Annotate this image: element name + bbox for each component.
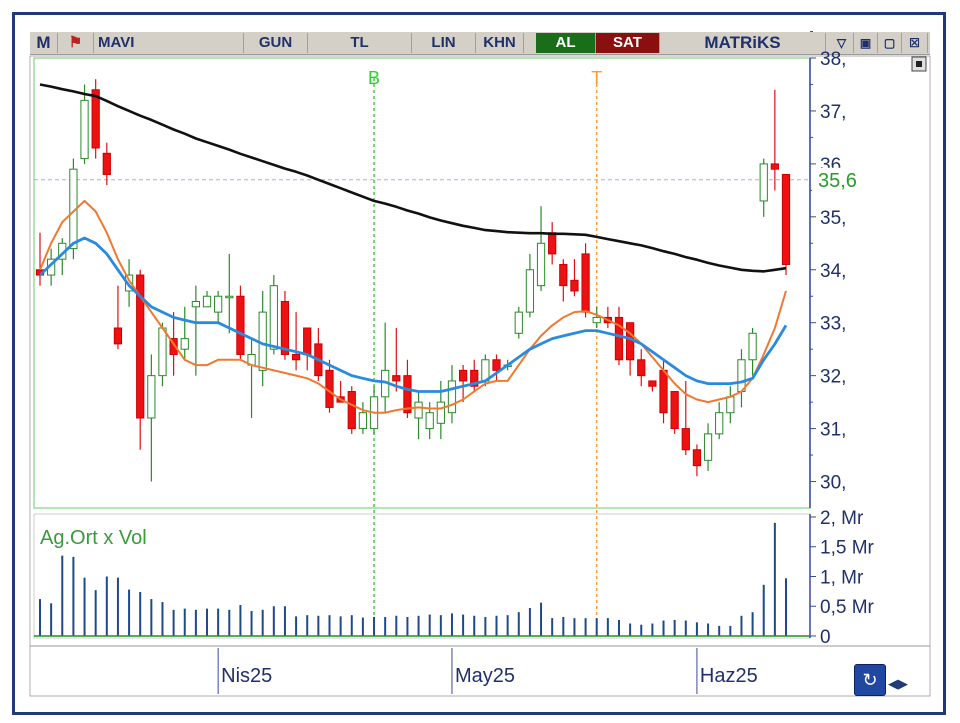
candle-body bbox=[303, 327, 312, 355]
x-axis-label: Haz25 bbox=[700, 665, 758, 687]
candle-body bbox=[648, 380, 657, 387]
candle-body bbox=[225, 295, 234, 299]
candle-body bbox=[737, 359, 746, 393]
khn-button[interactable]: KHN bbox=[476, 33, 524, 53]
x-axis-label: May25 bbox=[455, 665, 515, 687]
brand-label: MATRiKS bbox=[660, 33, 826, 53]
volume-tick-label: 1,5 Mr bbox=[820, 538, 875, 559]
candle-body bbox=[447, 380, 457, 414]
close-icon[interactable]: ☒ bbox=[902, 33, 928, 53]
buy-button[interactable]: AL bbox=[536, 33, 596, 53]
ma-mid-line bbox=[39, 236, 788, 393]
x-axis-label: Nis25 bbox=[221, 665, 272, 687]
minimize-icon[interactable]: ▣ bbox=[854, 33, 878, 53]
candle-body bbox=[392, 375, 401, 382]
candle-body bbox=[514, 311, 523, 334]
candle-body bbox=[781, 173, 791, 265]
candle-body bbox=[358, 412, 368, 430]
candle-body bbox=[436, 401, 445, 424]
candle-body bbox=[470, 369, 479, 387]
candle-body bbox=[659, 369, 668, 414]
ma-long-line bbox=[39, 83, 787, 273]
volume-tick-label: 0,5 Mr bbox=[820, 597, 875, 618]
volume-tick-label: 2, Mr bbox=[820, 508, 864, 529]
last-price-tag bbox=[812, 167, 872, 192]
candle-body bbox=[715, 412, 724, 435]
candle-body bbox=[147, 375, 156, 419]
signal-label: B bbox=[368, 68, 380, 88]
candle-body bbox=[403, 375, 412, 414]
candle-body bbox=[169, 338, 178, 355]
flag-icon: ⚑ bbox=[58, 33, 94, 53]
volume-panel-title: Ag.Ort x Vol bbox=[40, 527, 147, 549]
candle-body bbox=[536, 242, 546, 287]
candle-body bbox=[280, 301, 290, 355]
last-price-label: 35,6 bbox=[818, 170, 857, 192]
candle-body bbox=[559, 263, 568, 287]
candle-body bbox=[269, 285, 278, 350]
candle-body bbox=[236, 295, 245, 355]
candle-body bbox=[492, 359, 501, 371]
candle-body bbox=[102, 152, 111, 175]
chart-toolbar: M ⚑ MAVI GUN TL LIN KHN AL SAT MATRiKS ▽… bbox=[30, 32, 930, 55]
sell-button[interactable]: SAT bbox=[596, 33, 660, 53]
price-tick-label: 34, bbox=[820, 261, 846, 282]
candle-body bbox=[191, 301, 200, 308]
candle-body bbox=[592, 316, 601, 324]
candle-body bbox=[748, 332, 757, 361]
candle-body bbox=[703, 433, 713, 461]
candle-body bbox=[570, 279, 579, 292]
candle-body bbox=[347, 391, 356, 430]
price-panel bbox=[33, 57, 811, 509]
candle-body bbox=[202, 295, 212, 308]
candle-body bbox=[614, 316, 624, 361]
candle-body bbox=[80, 99, 89, 160]
candle-body bbox=[548, 232, 557, 255]
period-button[interactable]: GUN bbox=[244, 33, 308, 53]
scroll-arrows-icon[interactable]: ◀▶ bbox=[888, 676, 908, 691]
candle-body bbox=[291, 353, 301, 361]
candle-body bbox=[113, 327, 123, 345]
refresh-icon[interactable]: ↻ bbox=[854, 664, 886, 696]
candle-body bbox=[525, 269, 535, 313]
candle-body bbox=[681, 428, 690, 451]
volume-tick-label: 0 bbox=[820, 627, 831, 648]
candle-body bbox=[637, 359, 646, 377]
matriks-logo: M bbox=[30, 33, 58, 53]
price-tick-label: 38, bbox=[820, 49, 846, 70]
candle-body bbox=[91, 89, 100, 149]
candle-body bbox=[158, 327, 167, 377]
price-tick-label: 35, bbox=[820, 208, 846, 229]
price-tick-label: 32, bbox=[820, 367, 846, 388]
price-tick-label: 30, bbox=[820, 473, 846, 494]
currency-button[interactable]: TL bbox=[308, 33, 412, 53]
dropdown-icon[interactable]: ▽ bbox=[830, 33, 854, 53]
symbol-field[interactable]: MAVI bbox=[94, 33, 244, 53]
volume-tick-label: 1, Mr bbox=[820, 567, 864, 588]
scale-button[interactable]: LIN bbox=[412, 33, 476, 53]
candle-body bbox=[124, 274, 134, 292]
candle-body bbox=[726, 396, 735, 414]
ma-short-line bbox=[39, 199, 787, 414]
signal-label: T bbox=[591, 68, 602, 88]
price-tick-label: 31, bbox=[820, 420, 846, 441]
candle-body bbox=[581, 253, 590, 313]
candle-body bbox=[670, 391, 679, 430]
price-tick-label: 33, bbox=[820, 314, 846, 335]
candle-body bbox=[692, 449, 702, 467]
candle-body bbox=[136, 274, 145, 419]
candle-body bbox=[180, 338, 189, 350]
candle-body bbox=[759, 163, 768, 202]
candle-body bbox=[425, 412, 434, 430]
candle-body bbox=[214, 295, 223, 313]
candle-body bbox=[770, 163, 779, 170]
candle-body bbox=[414, 401, 423, 419]
maximize-icon[interactable]: ▢ bbox=[878, 33, 902, 53]
candle-body bbox=[458, 369, 468, 382]
price-tick-label: 37, bbox=[820, 102, 846, 123]
